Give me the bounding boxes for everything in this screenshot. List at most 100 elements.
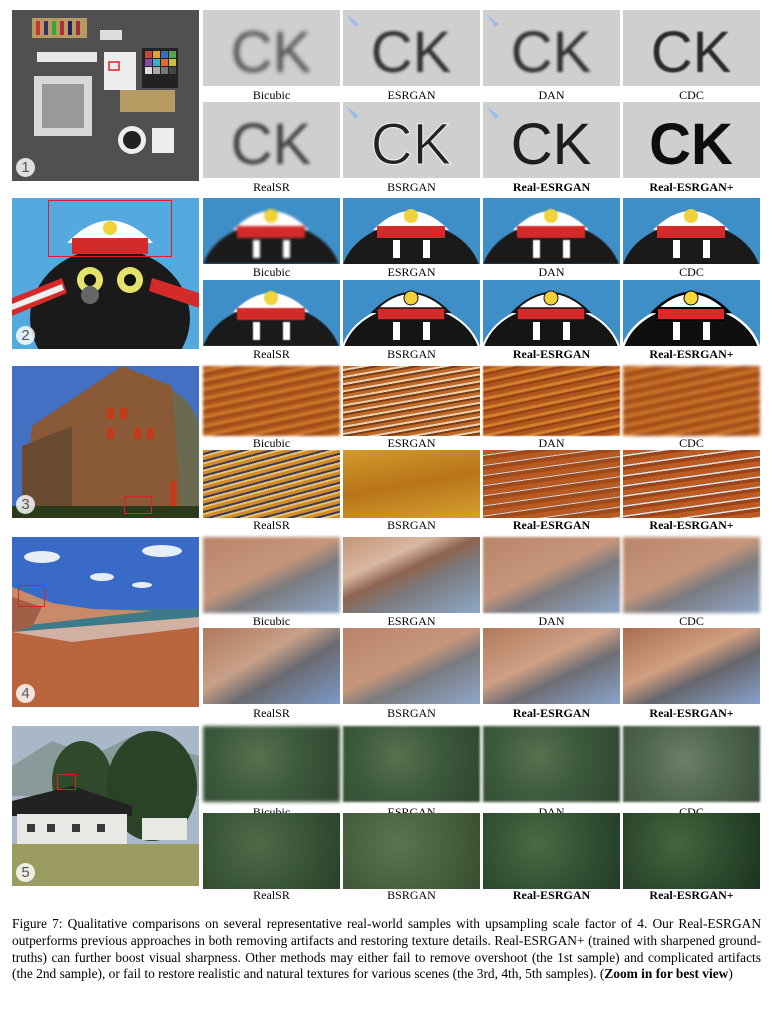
caption-cdc: CDC <box>623 436 760 450</box>
highlight-box <box>124 496 152 514</box>
ck-crop-bsrgan: CK <box>343 102 480 178</box>
cat-crop <box>203 198 340 264</box>
caption-dan: DAN <box>483 88 620 102</box>
caption-esrgan: ESRGAN <box>343 436 480 450</box>
caption-bsrgan: BSRGAN <box>343 347 480 361</box>
ck-crop-dan: CK <box>483 10 620 86</box>
caption-cdc: CDC <box>623 265 760 279</box>
tile-esrgan <box>343 366 480 436</box>
tile-bsrgan: CK <box>343 102 480 178</box>
tile-bsrgan <box>343 280 480 346</box>
overview-image-5: 5 <box>12 726 199 886</box>
sample-number-badge: 3 <box>16 495 35 514</box>
tile-real-esrgan <box>483 628 620 704</box>
pointer-arrow-icon <box>346 14 359 27</box>
caption-cdc: CDC <box>623 614 760 628</box>
caption-cdc: CDC <box>623 88 760 102</box>
caption-bsrgan: BSRGAN <box>343 888 480 902</box>
caption-bsrgan: BSRGAN <box>343 706 480 720</box>
caption-dan: DAN <box>483 614 620 628</box>
caption-esrgan: ESRGAN <box>343 614 480 628</box>
tile-bsrgan <box>343 450 480 518</box>
svg-text:CK: CK <box>511 20 592 85</box>
highlight-box <box>48 200 172 257</box>
tile-esrgan: CK <box>343 10 480 86</box>
cat-crop <box>483 198 620 264</box>
sample-number-badge: 4 <box>16 684 35 703</box>
caption-realsr: RealSR <box>203 180 340 194</box>
ck-crop-bicubic: CK <box>203 10 340 86</box>
tile-real-esrgan-plus <box>623 813 760 889</box>
caption-bicubic: Bicubic <box>203 614 340 628</box>
tile-bicubic <box>203 537 340 613</box>
svg-text:CK: CK <box>651 20 732 85</box>
ck-crop-esrgan: CK <box>343 10 480 86</box>
sample-2: 2 Bicubic ESRGAN DAN CDC RealSR BSRGAN R… <box>12 198 761 361</box>
tile-cdc <box>623 366 760 436</box>
tile-real-esrgan: CK <box>483 102 620 178</box>
caption-realsr: RealSR <box>203 888 340 902</box>
cat-crop <box>343 198 480 264</box>
tile-dan <box>483 198 620 264</box>
caption-real-esrgan: Real-ESRGAN <box>483 706 620 720</box>
caption-real-esrgan-plus: Real-ESRGAN+ <box>623 888 760 902</box>
sample-1: 1 CK CK CK CK Bicubic ESRGAN DAN CDC CK … <box>12 10 761 191</box>
caption-bsrgan: BSRGAN <box>343 518 480 532</box>
tile-bsrgan <box>343 813 480 889</box>
caption-bicubic: Bicubic <box>203 265 340 279</box>
overview-image-1: 1 <box>12 10 199 181</box>
tile-cdc <box>623 537 760 613</box>
cat-crop <box>343 280 480 346</box>
tile-bicubic: CK <box>203 10 340 86</box>
caption-real-esrgan-plus: Real-ESRGAN+ <box>623 180 760 194</box>
ck-crop-cdc: CK <box>623 10 760 86</box>
tile-realsr <box>203 628 340 704</box>
caption-real-esrgan-plus: Real-ESRGAN+ <box>623 706 760 720</box>
highlight-box <box>18 585 45 607</box>
cat-crop <box>623 280 760 346</box>
sample-4: 4 Bicubic ESRGAN DAN CDC RealSR BSRGAN R… <box>12 537 761 721</box>
highlight-box <box>57 774 76 790</box>
sample-number-badge: 1 <box>16 158 35 177</box>
sample-5: 5 Bicubic ESRGAN DAN CDC RealSR BSRGAN R… <box>12 726 761 902</box>
tile-realsr <box>203 813 340 889</box>
pointer-arrow-icon <box>486 14 499 27</box>
tile-real-esrgan-plus: CK <box>623 102 760 178</box>
beach-scene <box>12 537 199 707</box>
figure-caption: Figure 7: Qualitative comparisons on sev… <box>12 916 761 983</box>
overview-image-2: 2 <box>12 198 199 349</box>
sample-3: 3 Bicubic ESRGAN DAN CDC RealSR BSRGAN R… <box>12 366 761 532</box>
ck-crop-real-esrgan-plus: CK <box>623 102 760 178</box>
overview-image-4: 4 <box>12 537 199 707</box>
pointer-arrow-icon <box>486 106 499 119</box>
svg-text:CK: CK <box>371 20 452 85</box>
tile-dan: CK <box>483 10 620 86</box>
brick-building-scene <box>12 366 199 518</box>
tile-real-esrgan-plus <box>623 450 760 518</box>
caption-close: ) <box>728 966 732 981</box>
tile-realsr <box>203 280 340 346</box>
sample-number-badge: 2 <box>16 326 35 345</box>
tile-esrgan <box>343 198 480 264</box>
overview-image-3: 3 <box>12 366 199 518</box>
test-chart-scene <box>12 10 199 181</box>
svg-text:CK: CK <box>231 20 312 85</box>
tile-cdc <box>623 726 760 802</box>
tile-esrgan <box>343 726 480 802</box>
tile-real-esrgan-plus <box>623 628 760 704</box>
tile-dan <box>483 366 620 436</box>
svg-text:CK: CK <box>511 112 592 177</box>
tile-bicubic <box>203 726 340 802</box>
zoom-hint: Zoom in for best view <box>604 966 728 981</box>
tile-esrgan <box>343 537 480 613</box>
cat-crop <box>623 198 760 264</box>
tile-bicubic <box>203 366 340 436</box>
tile-real-esrgan-plus <box>623 280 760 346</box>
caption-realsr: RealSR <box>203 706 340 720</box>
cat-crop <box>483 280 620 346</box>
tile-real-esrgan <box>483 813 620 889</box>
cat-crop <box>203 280 340 346</box>
pointer-arrow-icon <box>346 106 359 119</box>
svg-text:CK: CK <box>231 112 312 177</box>
tile-cdc <box>623 198 760 264</box>
